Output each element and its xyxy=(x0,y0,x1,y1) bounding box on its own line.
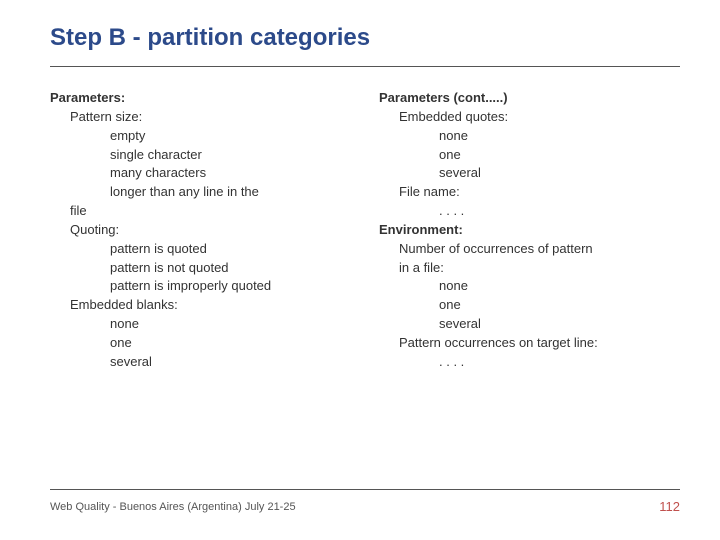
subheading-embedded-quotes: Embedded quotes: xyxy=(399,108,680,127)
heading-parameters-cont: Parameters (cont.....) xyxy=(379,89,680,108)
footer-text: Web Quality - Buenos Aires (Argentina) J… xyxy=(50,501,296,513)
left-column: Parameters: Pattern size: empty single c… xyxy=(50,89,351,372)
slide-title: Step B - partition categories xyxy=(50,24,680,58)
item: several xyxy=(439,315,680,334)
item: none xyxy=(110,315,351,334)
item: many characters xyxy=(110,164,351,183)
item: single character xyxy=(110,146,351,165)
item: several xyxy=(110,353,351,372)
subheading-occurrences-cont: in a file: xyxy=(399,259,680,278)
item: one xyxy=(110,334,351,353)
item: one xyxy=(439,296,680,315)
title-rule xyxy=(50,66,680,67)
item: pattern is quoted xyxy=(110,240,351,259)
right-column: Parameters (cont.....) Embedded quotes: … xyxy=(379,89,680,372)
item: pattern is improperly quoted xyxy=(110,277,351,296)
subheading-pattern-size: Pattern size: xyxy=(70,108,351,127)
item: several xyxy=(439,164,680,183)
heading-parameters: Parameters: xyxy=(50,89,351,108)
content-columns: Parameters: Pattern size: empty single c… xyxy=(50,89,680,372)
item-continuation: file xyxy=(70,202,351,221)
item: longer than any line in the xyxy=(110,183,351,202)
heading-environment: Environment: xyxy=(379,221,680,240)
item: pattern is not quoted xyxy=(110,259,351,278)
subheading-quoting: Quoting: xyxy=(70,221,351,240)
subheading-occurrences: Number of occurrences of pattern xyxy=(399,240,680,259)
footer: Web Quality - Buenos Aires (Argentina) J… xyxy=(50,499,680,514)
item: one xyxy=(439,146,680,165)
footer-rule xyxy=(50,489,680,490)
page-number: 112 xyxy=(659,499,680,514)
item: empty xyxy=(110,127,351,146)
item: . . . . xyxy=(439,353,680,372)
subheading-target-line: Pattern occurrences on target line: xyxy=(399,334,680,353)
subheading-file-name: File name: xyxy=(399,183,680,202)
item: none xyxy=(439,127,680,146)
item: none xyxy=(439,277,680,296)
subheading-embedded-blanks: Embedded blanks: xyxy=(70,296,351,315)
item: . . . . xyxy=(439,202,680,221)
